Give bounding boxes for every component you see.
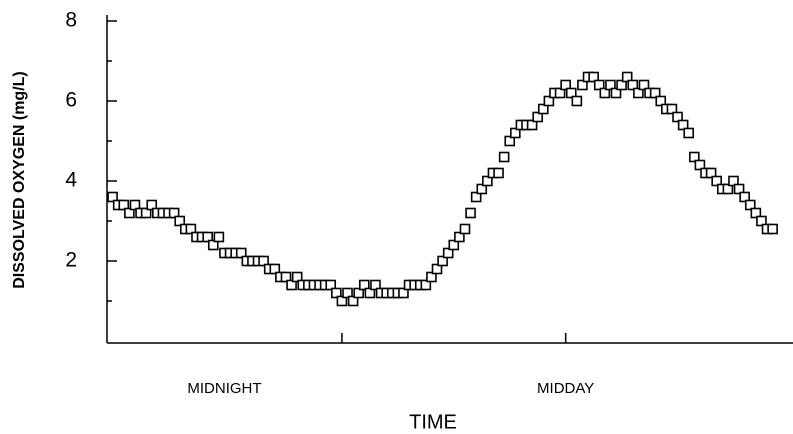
data-point [532, 111, 543, 123]
data-point [342, 287, 353, 299]
data-point [750, 207, 762, 219]
data-point [510, 127, 521, 139]
data-point [476, 183, 488, 195]
data-point [543, 95, 555, 107]
data-point [207, 239, 219, 251]
data-point [694, 159, 706, 171]
data-point [437, 255, 448, 267]
data-point [537, 103, 549, 115]
data-point [593, 79, 605, 91]
data-point [705, 167, 717, 179]
data-point [465, 207, 476, 219]
data-point [448, 239, 460, 251]
data-point [621, 71, 633, 83]
y-tick-label: 2 [65, 249, 77, 272]
data-point [616, 79, 627, 91]
x-axis-label: TIME [409, 411, 457, 433]
data-point [711, 175, 722, 187]
data-point [280, 271, 292, 283]
data-point [672, 111, 683, 123]
data-point [454, 231, 465, 243]
data-point [526, 119, 538, 131]
data-point [331, 287, 342, 299]
data-point [420, 279, 432, 291]
data-point [744, 199, 756, 211]
data-point [235, 247, 247, 259]
data-point [722, 183, 734, 195]
data-point [336, 295, 348, 307]
x-period-label: MIDNIGHT [187, 380, 261, 397]
data-point [174, 215, 186, 227]
y-tick-label: 6 [65, 89, 77, 112]
data-point [325, 279, 337, 291]
data-point [565, 87, 577, 99]
data-point [353, 287, 365, 299]
data-point [202, 231, 213, 243]
y-axis-label: DISSOLVED OXYGEN (mg/L) [11, 71, 28, 289]
data-point [185, 223, 197, 235]
data-point [442, 247, 454, 259]
data-point [739, 191, 750, 203]
data-point [599, 87, 611, 99]
y-tick-label: 4 [65, 169, 77, 192]
data-point [291, 271, 303, 283]
data-point [577, 79, 588, 91]
data-point [610, 87, 622, 99]
data-point [683, 127, 695, 139]
data-point [124, 207, 135, 219]
data-point [146, 199, 158, 211]
data-point [560, 79, 571, 91]
data-point [493, 167, 504, 179]
data-point [728, 175, 739, 187]
data-point [655, 95, 667, 107]
data-point [756, 215, 767, 227]
data-point [426, 271, 437, 283]
data-point [482, 175, 493, 187]
data-point [364, 287, 376, 299]
data-point [498, 151, 510, 163]
data-point [504, 135, 516, 147]
data-point [168, 207, 180, 219]
x-period-label: MIDDAY [537, 380, 594, 397]
data-point [459, 223, 471, 235]
data-point [347, 295, 359, 307]
data-point [286, 279, 297, 291]
data-point [140, 207, 152, 219]
data-point [554, 87, 566, 99]
data-point [370, 279, 381, 291]
data-point [767, 223, 778, 235]
data-point [571, 95, 583, 107]
y-tick-label: 8 [65, 9, 77, 32]
data-point [605, 79, 616, 91]
data-point [588, 71, 599, 83]
data-point [359, 279, 370, 291]
data-point [258, 255, 269, 267]
data-point [398, 287, 409, 299]
data-point [129, 199, 141, 211]
data-point [633, 87, 644, 99]
data-point [107, 191, 118, 203]
data-point [431, 263, 443, 275]
data-point [269, 263, 281, 275]
data-point [733, 183, 745, 195]
data-point [627, 79, 639, 91]
data-point [666, 103, 678, 115]
data-point [470, 191, 482, 203]
data-point [649, 87, 661, 99]
data-point [638, 79, 650, 91]
data-point [689, 151, 700, 163]
data-point [118, 199, 130, 211]
data-point [677, 119, 689, 131]
data-point [213, 231, 225, 243]
